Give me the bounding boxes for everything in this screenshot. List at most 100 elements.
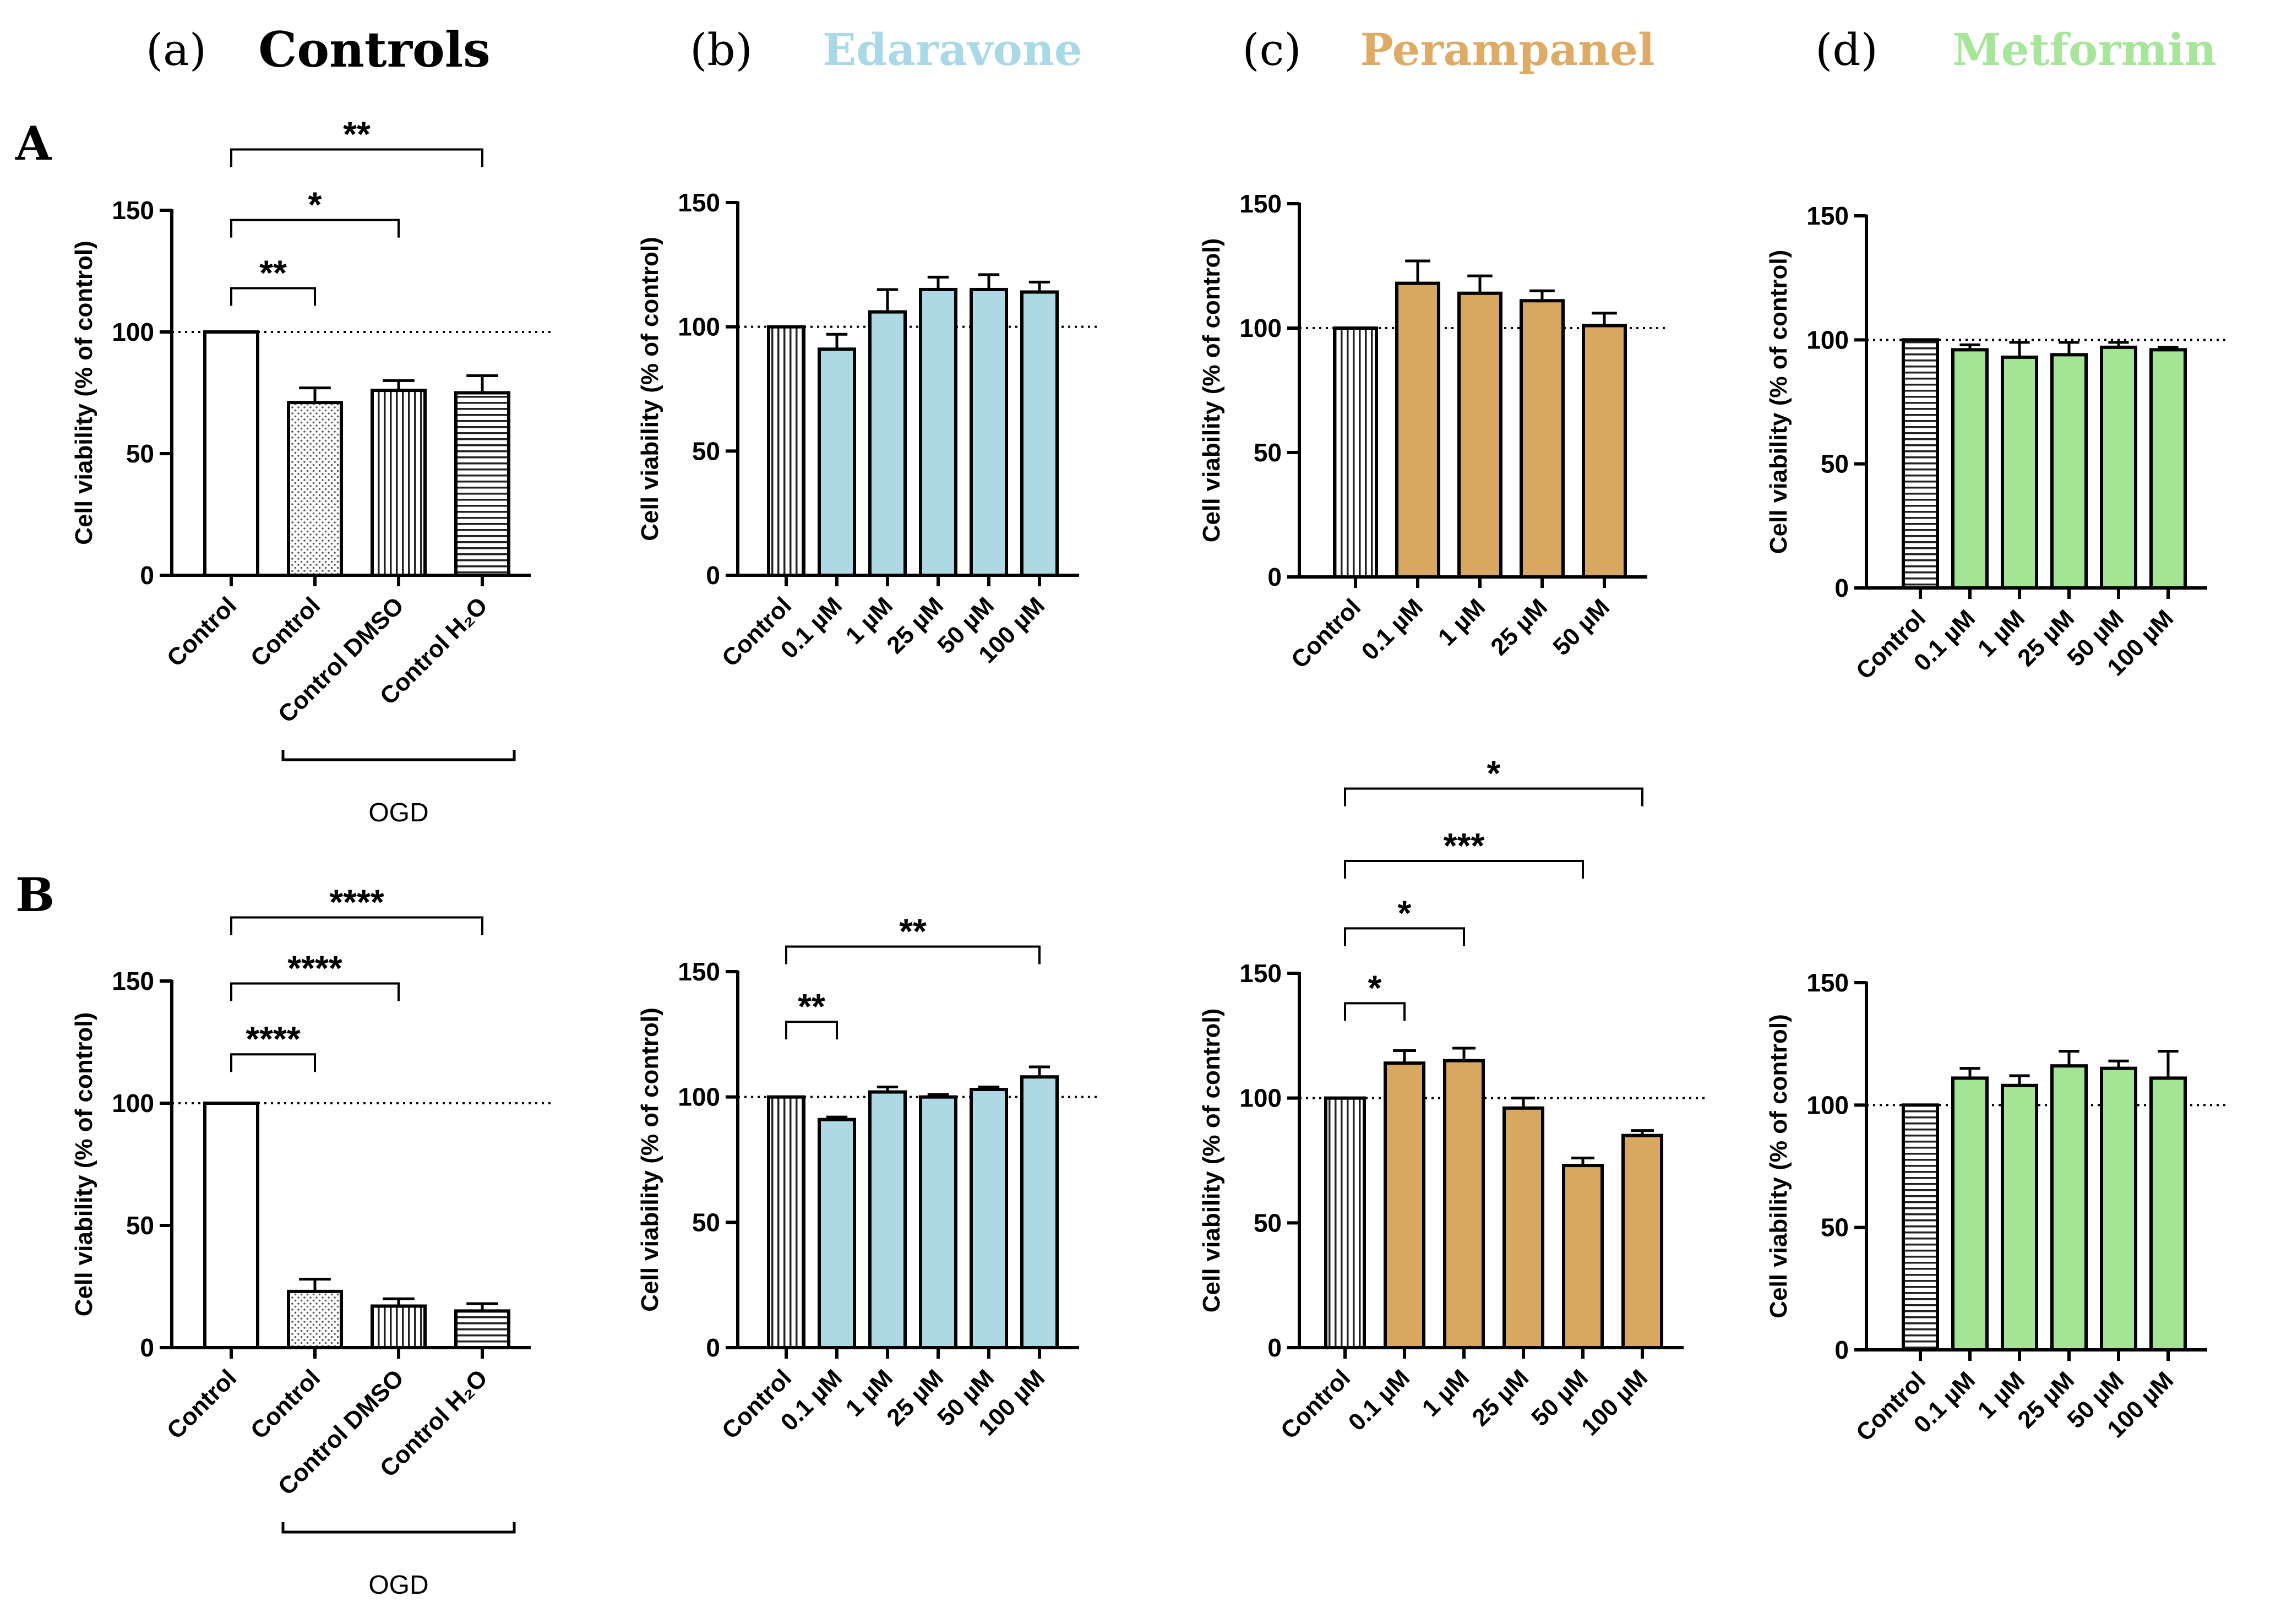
bar bbox=[1395, 281, 1440, 579]
y-tick-label: 100 bbox=[1239, 314, 1282, 342]
bar bbox=[970, 287, 1008, 577]
bar bbox=[1902, 1103, 1939, 1352]
column-title-edaravone: Edaravone bbox=[823, 24, 1082, 75]
y-tick-label: 100 bbox=[112, 318, 154, 346]
y-tick-label: 100 bbox=[1806, 1091, 1849, 1119]
y-tick-label: 50 bbox=[1821, 1213, 1849, 1242]
significance-bracket bbox=[230, 1053, 316, 1072]
row-label-a: A bbox=[15, 116, 52, 171]
bar bbox=[203, 330, 259, 577]
significance-stars: ** bbox=[798, 987, 825, 1026]
y-tick-label: 150 bbox=[678, 188, 720, 217]
y-tick-label: 0 bbox=[1834, 574, 1849, 602]
y-tick-label: 0 bbox=[1267, 1333, 1282, 1362]
x-tick-label: Control bbox=[717, 592, 797, 672]
significance-stars: ** bbox=[899, 911, 927, 951]
bar bbox=[970, 1088, 1008, 1350]
column-title-perampanel: Perampanel bbox=[1360, 24, 1655, 75]
significance-bracket bbox=[785, 945, 1041, 964]
ogd-group-label: OGD bbox=[368, 798, 428, 827]
bar bbox=[203, 1102, 259, 1349]
chart-panel-A-d: 0 50 100 150 Cell viability (% of control) Co… bbox=[1765, 201, 2229, 685]
y-tick-label: 150 bbox=[678, 957, 720, 986]
bar bbox=[287, 401, 343, 577]
bar bbox=[868, 1090, 907, 1350]
chart-panel-A-c: 0 50 100 150 Cell viability (% of control) Co… bbox=[1198, 189, 1669, 674]
y-axis-label: Cell viability (% of control) bbox=[636, 237, 663, 541]
significance-stars: **** bbox=[329, 882, 384, 922]
y-tick-label: 0 bbox=[706, 561, 720, 590]
bar bbox=[1502, 1106, 1544, 1350]
x-tick-label: 0.1 µM bbox=[1357, 593, 1428, 665]
x-tick-label: 100 µM bbox=[1576, 1364, 1653, 1441]
y-tick-label: 50 bbox=[126, 1211, 154, 1240]
y-tick-label: 50 bbox=[1821, 450, 1849, 478]
x-tick-label: 25 µM bbox=[1467, 1364, 1534, 1431]
significance-bracket bbox=[230, 219, 400, 238]
x-tick-label: 50 µM bbox=[1548, 593, 1615, 661]
bar bbox=[454, 391, 510, 577]
y-axis-label: Cell viability (% of control) bbox=[1198, 1009, 1225, 1313]
bar bbox=[919, 287, 957, 577]
x-tick-label: 25 µM bbox=[881, 592, 949, 659]
bar bbox=[2001, 1083, 2038, 1351]
column-title-controls: Controls bbox=[258, 21, 490, 78]
significance-bracket bbox=[230, 287, 316, 306]
x-tick-label: Control bbox=[162, 1364, 242, 1444]
significance-bracket bbox=[230, 982, 400, 1001]
bar bbox=[767, 1095, 805, 1349]
bar bbox=[454, 1309, 510, 1349]
x-tick-label: 1 µM bbox=[1417, 1364, 1474, 1421]
significance-stars: *** bbox=[1444, 826, 1485, 865]
y-tick-label: 150 bbox=[1806, 201, 1849, 230]
y-tick-label: 150 bbox=[1239, 959, 1282, 988]
panel-letter-a: (a) bbox=[146, 24, 206, 75]
y-tick-label: 100 bbox=[678, 1083, 720, 1111]
significance-bracket bbox=[1344, 787, 1643, 806]
x-tick-label: 1 µM bbox=[1433, 593, 1490, 651]
column-title-metformin: Metformin bbox=[1952, 24, 2217, 75]
bar bbox=[2100, 1066, 2137, 1351]
chart-panel-B-d: 0 50 100 150 Cell viability (% of control) Co… bbox=[1765, 968, 2229, 1447]
x-tick-label: 25 µM bbox=[881, 1364, 949, 1431]
bar bbox=[767, 325, 805, 577]
significance-bracket bbox=[1344, 927, 1465, 946]
x-tick-label: Control bbox=[1851, 1366, 1931, 1446]
y-tick-label: 50 bbox=[126, 439, 154, 468]
significance-stars: **** bbox=[287, 948, 342, 988]
bar bbox=[371, 389, 427, 577]
bar bbox=[1902, 338, 1939, 590]
x-tick-label: 25 µM bbox=[1485, 593, 1553, 661]
bar bbox=[1621, 1133, 1663, 1350]
ogd-group-label: OGD bbox=[368, 1571, 428, 1600]
y-tick-label: 100 bbox=[112, 1089, 154, 1118]
y-tick-label: 150 bbox=[112, 967, 154, 995]
bar bbox=[1457, 291, 1502, 579]
y-tick-label: 50 bbox=[1254, 438, 1282, 467]
x-tick-label: Control bbox=[246, 592, 325, 672]
y-axis-label: Cell viability (% of control) bbox=[1198, 238, 1225, 543]
y-tick-label: 0 bbox=[140, 1333, 154, 1362]
significance-stars: * bbox=[308, 185, 322, 225]
significance-bracket bbox=[1344, 1002, 1406, 1021]
bar bbox=[2050, 353, 2088, 590]
y-tick-label: 100 bbox=[1239, 1084, 1282, 1113]
bar bbox=[1443, 1059, 1485, 1349]
bar bbox=[1951, 348, 1989, 590]
panel-letter-b: (b) bbox=[690, 24, 753, 75]
bar bbox=[1020, 1075, 1059, 1349]
significance-bracket bbox=[230, 148, 483, 167]
bar bbox=[2100, 345, 2137, 590]
y-tick-label: 0 bbox=[140, 561, 154, 590]
x-tick-label: 0.1 µM bbox=[1343, 1364, 1415, 1436]
bar bbox=[2149, 348, 2187, 590]
y-axis-label: Cell viability (% of control) bbox=[70, 1012, 97, 1317]
bar bbox=[868, 310, 907, 577]
y-tick-label: 150 bbox=[1239, 189, 1282, 218]
row-label-b: B bbox=[15, 868, 55, 922]
significance-stars: **** bbox=[246, 1019, 301, 1059]
chart-panel-B-c: 0 50 100 150 Cell viability (% of control) Co… bbox=[1198, 754, 1706, 1445]
bar bbox=[2149, 1076, 2187, 1352]
significance-stars: ** bbox=[259, 253, 287, 292]
y-axis-label: Cell viability (% of control) bbox=[1765, 250, 1792, 554]
